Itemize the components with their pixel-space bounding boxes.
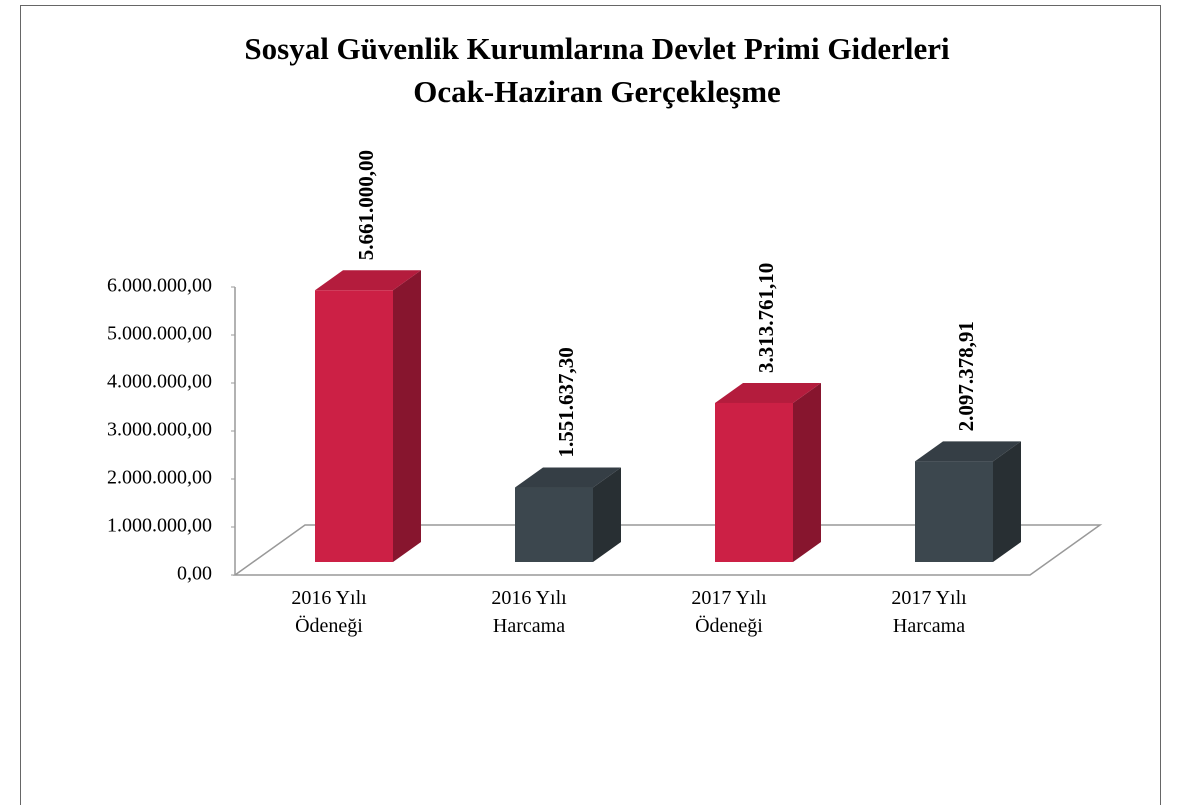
bar	[515, 487, 593, 562]
bar-side	[593, 467, 621, 562]
value-label: 3.313.761,10	[754, 263, 778, 373]
bar-side	[393, 270, 421, 562]
frame	[20, 5, 1161, 805]
bar-top	[915, 441, 1021, 462]
bar	[715, 402, 793, 562]
value-label: 1.551.637,30	[554, 347, 578, 457]
y-tick-label: 4.000.000,00	[107, 371, 212, 393]
y-tick-label: 3.000.000,00	[107, 419, 212, 441]
y-tick-label: 0,00	[177, 563, 212, 585]
x-tick-label: 2017 Yılı Ödeneği	[691, 587, 767, 637]
bar	[315, 290, 393, 562]
y-tick-label: 6.000.000,00	[107, 275, 212, 297]
value-label: 2.097.378,91	[954, 321, 978, 431]
y-tick-label: 1.000.000,00	[107, 515, 212, 537]
chart-title: Sosyal Güvenlik Kurumlarına Devlet Primi…	[244, 31, 950, 66]
floor	[232, 524, 1103, 576]
x-tick-label: 2017 Yılı Harcama	[891, 587, 967, 637]
y-tick-label: 2.000.000,00	[107, 467, 212, 489]
x-tick-label: 2016 Yılı Ödeneği	[291, 587, 367, 637]
bar-side	[793, 382, 821, 562]
value-label: 5.661.000,00	[354, 150, 378, 260]
y-tick-label: 5.000.000,00	[107, 323, 212, 345]
bar-top	[515, 467, 621, 488]
x-tick-label: 2016 Yılı Harcama	[491, 587, 567, 637]
bar-top	[315, 270, 421, 291]
chart-subtitle: Ocak-Haziran Gerçekleşme	[413, 74, 781, 109]
bar-side	[993, 441, 1021, 562]
bar-top	[715, 382, 821, 403]
bar	[915, 461, 993, 562]
